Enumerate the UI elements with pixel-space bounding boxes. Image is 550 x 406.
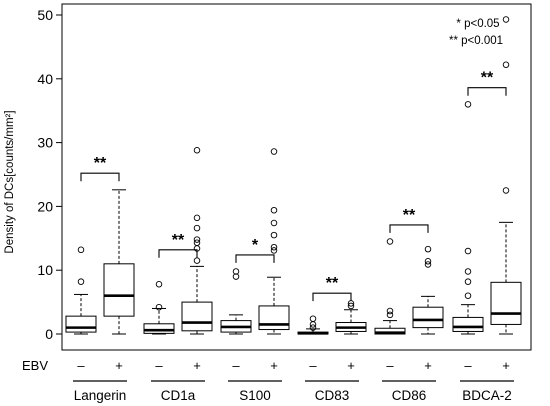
ebv-level-label: + xyxy=(502,358,510,373)
ebv-level-label: – xyxy=(309,358,317,373)
legend-entry: * p<0.05 xyxy=(456,18,499,30)
significance-marker: ** xyxy=(403,207,416,224)
y-tick-label: 0 xyxy=(45,326,53,342)
outlier-point xyxy=(347,302,355,310)
outlier-point xyxy=(386,311,394,319)
significance-bracket xyxy=(312,292,352,302)
ebv-level-label: – xyxy=(232,358,240,373)
significance-bracket xyxy=(389,224,429,233)
iqr-box xyxy=(258,305,290,331)
group-label: CD83 xyxy=(315,388,350,403)
outlier-point xyxy=(270,206,278,214)
ebv-row-label: EBV xyxy=(22,358,48,373)
outlier-point xyxy=(309,315,317,322)
significance-marker: ** xyxy=(326,275,339,292)
outlier-point xyxy=(502,187,510,194)
group-label: BDCA-2 xyxy=(462,388,512,403)
significance-bracket xyxy=(467,87,507,96)
outlier-point xyxy=(270,148,278,155)
iqr-box xyxy=(103,263,135,317)
outlier-point xyxy=(77,278,85,285)
ebv-level-label: – xyxy=(77,358,85,373)
iqr-box xyxy=(452,316,484,332)
outlier-point xyxy=(193,239,201,247)
significance-bracket xyxy=(235,254,275,263)
outlier-point xyxy=(270,231,278,239)
ebv-level-label: + xyxy=(193,358,201,373)
outlier-point xyxy=(464,278,472,285)
outlier-point xyxy=(270,243,278,251)
outlier-point xyxy=(502,16,510,23)
outlier-point xyxy=(386,238,394,245)
ebv-level-label: + xyxy=(115,358,123,373)
outlier-point xyxy=(193,214,201,222)
outlier-point xyxy=(464,292,472,299)
y-axis-label: Density of DCs[counts/mm²] xyxy=(4,110,16,253)
outlier-point xyxy=(309,324,317,331)
outlier-point xyxy=(155,280,163,288)
outlier-point xyxy=(77,246,85,254)
significance-marker: ** xyxy=(172,232,185,249)
y-tick-label: 30 xyxy=(37,135,53,151)
significance-bracket xyxy=(80,172,120,182)
y-tick-label: 50 xyxy=(37,7,53,23)
y-tick-label: 10 xyxy=(37,262,53,278)
outlier-point xyxy=(193,257,201,264)
group-label: CD1a xyxy=(161,388,196,403)
ebv-level-label: + xyxy=(424,358,432,373)
significance-marker: * xyxy=(252,237,259,254)
ebv-level-label: – xyxy=(464,358,472,373)
significance-bracket xyxy=(158,249,198,258)
iqr-box xyxy=(490,281,522,325)
outlier-point xyxy=(424,258,432,265)
ebv-level-label: + xyxy=(347,358,355,373)
group-label: S100 xyxy=(239,388,271,403)
group-label: CD86 xyxy=(392,388,427,403)
outlier-point xyxy=(270,247,278,254)
y-tick-label: 40 xyxy=(37,71,53,87)
outlier-point xyxy=(386,307,394,315)
outlier-point xyxy=(232,273,240,280)
outlier-point xyxy=(193,224,201,232)
group-label: Langerin xyxy=(74,388,127,403)
iqr-box xyxy=(143,323,175,334)
outlier-point xyxy=(155,303,163,311)
outlier-point xyxy=(424,261,432,268)
iqr-box xyxy=(181,301,213,332)
significance-marker: ** xyxy=(481,70,494,87)
ebv-level-label: + xyxy=(270,358,278,373)
ebv-level-label: – xyxy=(155,358,163,373)
iqr-box xyxy=(65,315,97,333)
iqr-box xyxy=(412,306,444,329)
plot-frame xyxy=(61,3,532,351)
outlier-point xyxy=(464,268,472,275)
ebv-level-label: – xyxy=(386,358,394,373)
outlier-point xyxy=(464,247,472,255)
outlier-point xyxy=(502,61,510,69)
y-tick-label: 20 xyxy=(37,198,53,214)
outlier-point xyxy=(232,268,240,275)
outlier-point xyxy=(464,101,472,108)
outlier-point xyxy=(424,245,432,253)
outlier-point xyxy=(270,219,278,227)
outlier-point xyxy=(193,147,201,154)
outlier-point xyxy=(193,236,201,243)
legend-entry: ** p<0.001 xyxy=(449,35,503,47)
significance-marker: ** xyxy=(94,155,107,172)
